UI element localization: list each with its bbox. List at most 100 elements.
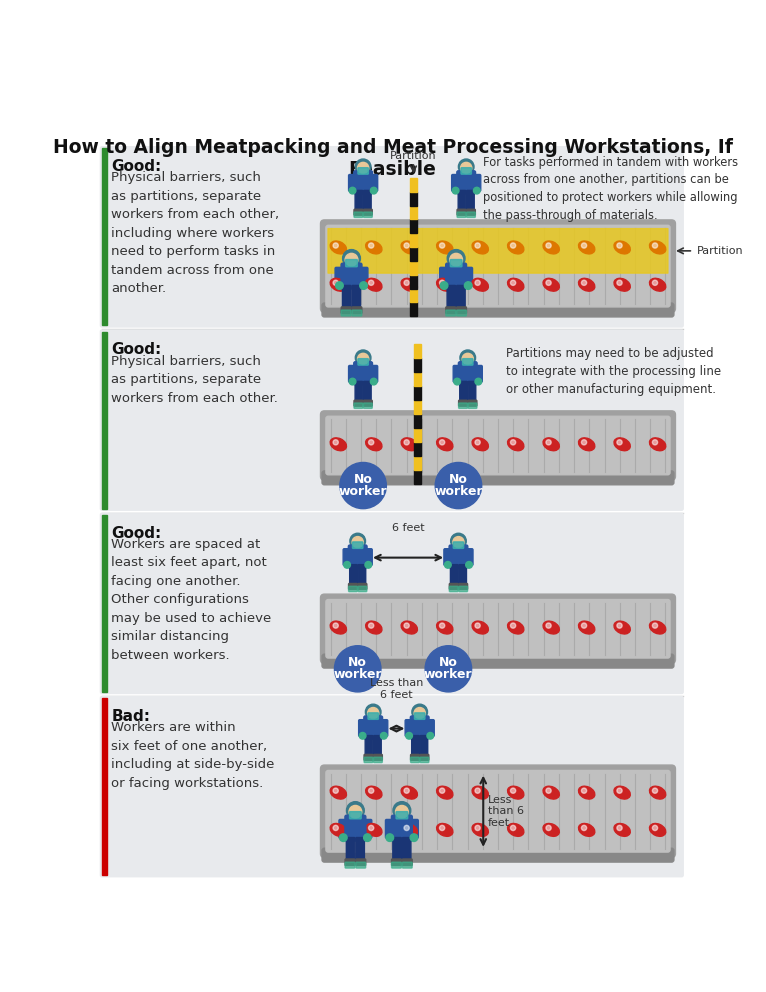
Bar [410, 261, 417, 275]
Circle shape [381, 732, 387, 739]
FancyBboxPatch shape [355, 190, 363, 212]
Circle shape [546, 243, 552, 248]
Ellipse shape [508, 437, 524, 450]
FancyBboxPatch shape [341, 307, 351, 313]
FancyBboxPatch shape [459, 403, 467, 409]
Circle shape [355, 350, 371, 365]
Circle shape [546, 788, 552, 794]
Circle shape [447, 250, 465, 267]
Ellipse shape [401, 437, 417, 450]
Circle shape [460, 350, 476, 365]
FancyBboxPatch shape [358, 586, 367, 591]
FancyBboxPatch shape [374, 754, 382, 761]
Circle shape [410, 834, 417, 841]
FancyBboxPatch shape [322, 471, 674, 485]
Circle shape [653, 243, 658, 248]
FancyBboxPatch shape [358, 168, 368, 175]
FancyBboxPatch shape [364, 757, 373, 763]
Ellipse shape [330, 823, 346, 836]
Circle shape [344, 561, 351, 568]
FancyBboxPatch shape [358, 719, 367, 736]
FancyBboxPatch shape [391, 815, 412, 841]
FancyBboxPatch shape [352, 310, 362, 316]
FancyBboxPatch shape [352, 307, 362, 313]
FancyBboxPatch shape [420, 757, 429, 763]
Ellipse shape [401, 823, 417, 836]
Circle shape [368, 825, 374, 830]
FancyBboxPatch shape [402, 862, 412, 868]
Text: worker: worker [333, 669, 382, 682]
Ellipse shape [472, 279, 489, 292]
Circle shape [350, 534, 365, 549]
FancyBboxPatch shape [345, 859, 355, 866]
Circle shape [452, 187, 459, 194]
Text: Good:: Good: [111, 159, 162, 174]
FancyBboxPatch shape [461, 168, 471, 175]
Text: Physical barriers, such
as partitions, separate
workers from each other.: Physical barriers, such as partitions, s… [111, 355, 278, 405]
FancyBboxPatch shape [354, 209, 363, 215]
Circle shape [453, 378, 460, 385]
Circle shape [358, 353, 368, 364]
FancyBboxPatch shape [411, 754, 419, 761]
Circle shape [510, 825, 516, 830]
FancyBboxPatch shape [349, 175, 357, 191]
Ellipse shape [543, 241, 559, 254]
Circle shape [458, 159, 474, 175]
FancyBboxPatch shape [320, 411, 676, 480]
FancyBboxPatch shape [364, 549, 372, 565]
Circle shape [414, 707, 425, 718]
Circle shape [404, 623, 409, 628]
FancyBboxPatch shape [468, 400, 477, 406]
Ellipse shape [472, 437, 489, 450]
FancyBboxPatch shape [414, 713, 425, 719]
Circle shape [581, 439, 587, 445]
FancyBboxPatch shape [326, 417, 670, 475]
FancyBboxPatch shape [446, 310, 456, 316]
Circle shape [427, 732, 434, 739]
Ellipse shape [330, 621, 346, 634]
Ellipse shape [614, 437, 630, 450]
Circle shape [404, 788, 409, 794]
Circle shape [346, 802, 365, 819]
Bar [414, 372, 421, 386]
FancyBboxPatch shape [411, 757, 419, 763]
FancyBboxPatch shape [459, 564, 466, 586]
FancyBboxPatch shape [446, 263, 466, 289]
FancyBboxPatch shape [449, 545, 468, 568]
Bar [414, 344, 421, 358]
Circle shape [546, 280, 552, 286]
Circle shape [444, 561, 451, 568]
Circle shape [359, 732, 366, 739]
Circle shape [475, 788, 480, 794]
Circle shape [440, 439, 445, 445]
FancyBboxPatch shape [356, 837, 365, 862]
FancyBboxPatch shape [363, 212, 372, 217]
Bar [414, 414, 421, 428]
Circle shape [404, 280, 409, 286]
Ellipse shape [650, 787, 666, 800]
FancyBboxPatch shape [364, 754, 373, 761]
Circle shape [386, 834, 394, 841]
Circle shape [360, 282, 368, 290]
FancyBboxPatch shape [450, 564, 458, 586]
Circle shape [617, 788, 622, 794]
FancyBboxPatch shape [354, 171, 372, 193]
Text: Workers are within
six feet of one another,
including at side-by-side
or facing : Workers are within six feet of one anoth… [111, 721, 275, 790]
FancyBboxPatch shape [379, 719, 388, 736]
Text: For tasks performed in tandem with workers
across from one another, partitions c: For tasks performed in tandem with worke… [483, 156, 738, 221]
FancyBboxPatch shape [345, 862, 355, 868]
Circle shape [510, 280, 516, 286]
FancyBboxPatch shape [363, 381, 372, 403]
FancyBboxPatch shape [466, 212, 476, 217]
FancyBboxPatch shape [326, 771, 670, 852]
Ellipse shape [508, 279, 524, 292]
FancyBboxPatch shape [345, 260, 358, 267]
Ellipse shape [365, 787, 382, 800]
FancyBboxPatch shape [100, 147, 683, 327]
Circle shape [450, 534, 466, 549]
Bar [102, 515, 107, 692]
FancyBboxPatch shape [368, 713, 378, 719]
FancyBboxPatch shape [358, 268, 368, 286]
Circle shape [453, 537, 464, 548]
Circle shape [368, 280, 374, 286]
